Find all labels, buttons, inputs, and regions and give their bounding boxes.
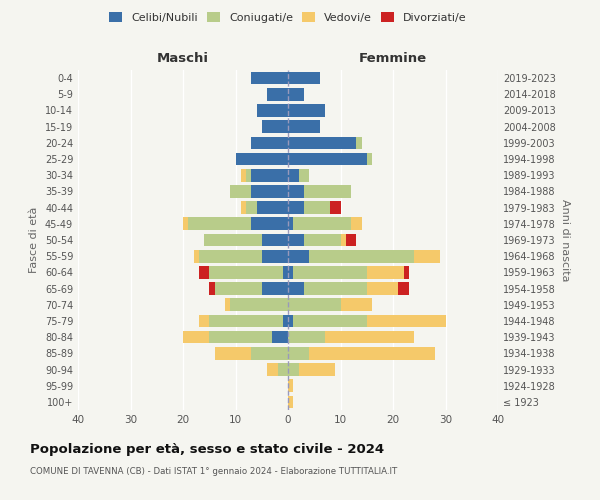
Bar <box>288 218 293 230</box>
Bar <box>398 282 409 295</box>
Bar <box>288 314 293 328</box>
Bar <box>209 331 272 344</box>
Bar <box>288 250 309 262</box>
Bar <box>293 314 367 328</box>
Bar <box>241 169 246 181</box>
Text: Femmine: Femmine <box>359 52 427 65</box>
Bar <box>304 185 351 198</box>
Bar <box>288 347 309 360</box>
Bar <box>304 234 341 246</box>
Bar <box>230 298 288 311</box>
Bar <box>367 282 398 295</box>
Bar <box>288 104 325 117</box>
Bar <box>283 314 288 328</box>
Bar <box>267 88 288 101</box>
Bar <box>288 202 304 214</box>
Y-axis label: Fasce di età: Fasce di età <box>29 207 39 273</box>
Bar <box>288 396 293 408</box>
Bar <box>246 169 251 181</box>
Bar <box>188 218 251 230</box>
Bar <box>309 347 435 360</box>
Bar <box>288 266 293 278</box>
Bar <box>367 266 404 278</box>
Bar <box>277 363 288 376</box>
Bar <box>346 234 356 246</box>
Bar <box>288 152 367 166</box>
Bar <box>204 234 262 246</box>
Bar <box>251 347 288 360</box>
Y-axis label: Anni di nascita: Anni di nascita <box>560 198 569 281</box>
Bar <box>293 218 351 230</box>
Bar <box>325 331 414 344</box>
Bar <box>241 202 246 214</box>
Bar <box>309 250 414 262</box>
Text: Popolazione per età, sesso e stato civile - 2024: Popolazione per età, sesso e stato civil… <box>30 442 384 456</box>
Bar <box>251 218 288 230</box>
Bar <box>246 202 257 214</box>
Bar <box>199 250 262 262</box>
Bar <box>288 136 356 149</box>
Bar <box>356 136 361 149</box>
Bar <box>251 72 288 85</box>
Bar <box>288 185 304 198</box>
Bar <box>257 104 288 117</box>
Bar <box>225 298 230 311</box>
Bar <box>183 331 209 344</box>
Bar <box>257 202 288 214</box>
Bar <box>367 314 445 328</box>
Bar <box>272 331 288 344</box>
Bar <box>199 314 209 328</box>
Bar <box>288 72 320 85</box>
Bar <box>251 169 288 181</box>
Bar <box>288 282 304 295</box>
Bar <box>288 331 325 344</box>
Bar <box>235 152 288 166</box>
Bar <box>288 234 304 246</box>
Bar <box>288 120 320 133</box>
Bar <box>330 202 341 214</box>
Bar <box>288 380 293 392</box>
Bar <box>209 282 215 295</box>
Bar <box>304 282 367 295</box>
Bar <box>193 250 199 262</box>
Bar <box>183 218 188 230</box>
Bar <box>367 152 372 166</box>
Bar <box>304 202 330 214</box>
Bar <box>293 266 367 278</box>
Bar <box>262 120 288 133</box>
Bar <box>215 347 251 360</box>
Bar <box>288 298 341 311</box>
Bar <box>283 266 288 278</box>
Bar <box>404 266 409 278</box>
Bar <box>341 234 346 246</box>
Bar <box>288 363 299 376</box>
Bar <box>251 185 288 198</box>
Bar <box>230 185 251 198</box>
Bar <box>288 169 299 181</box>
Legend: Celibi/Nubili, Coniugati/e, Vedovi/e, Divorziati/e: Celibi/Nubili, Coniugati/e, Vedovi/e, Di… <box>105 8 471 28</box>
Bar <box>299 363 335 376</box>
Text: COMUNE DI TAVENNA (CB) - Dati ISTAT 1° gennaio 2024 - Elaborazione TUTTITALIA.IT: COMUNE DI TAVENNA (CB) - Dati ISTAT 1° g… <box>30 468 397 476</box>
Bar <box>262 234 288 246</box>
Text: Maschi: Maschi <box>157 52 209 65</box>
Bar <box>267 363 277 376</box>
Bar <box>251 136 288 149</box>
Bar <box>414 250 440 262</box>
Bar <box>262 250 288 262</box>
Bar <box>262 282 288 295</box>
Bar <box>341 298 372 311</box>
Bar <box>288 88 304 101</box>
Bar <box>299 169 309 181</box>
Bar <box>209 266 283 278</box>
Bar <box>215 282 262 295</box>
Bar <box>209 314 283 328</box>
Bar <box>351 218 361 230</box>
Bar <box>199 266 209 278</box>
